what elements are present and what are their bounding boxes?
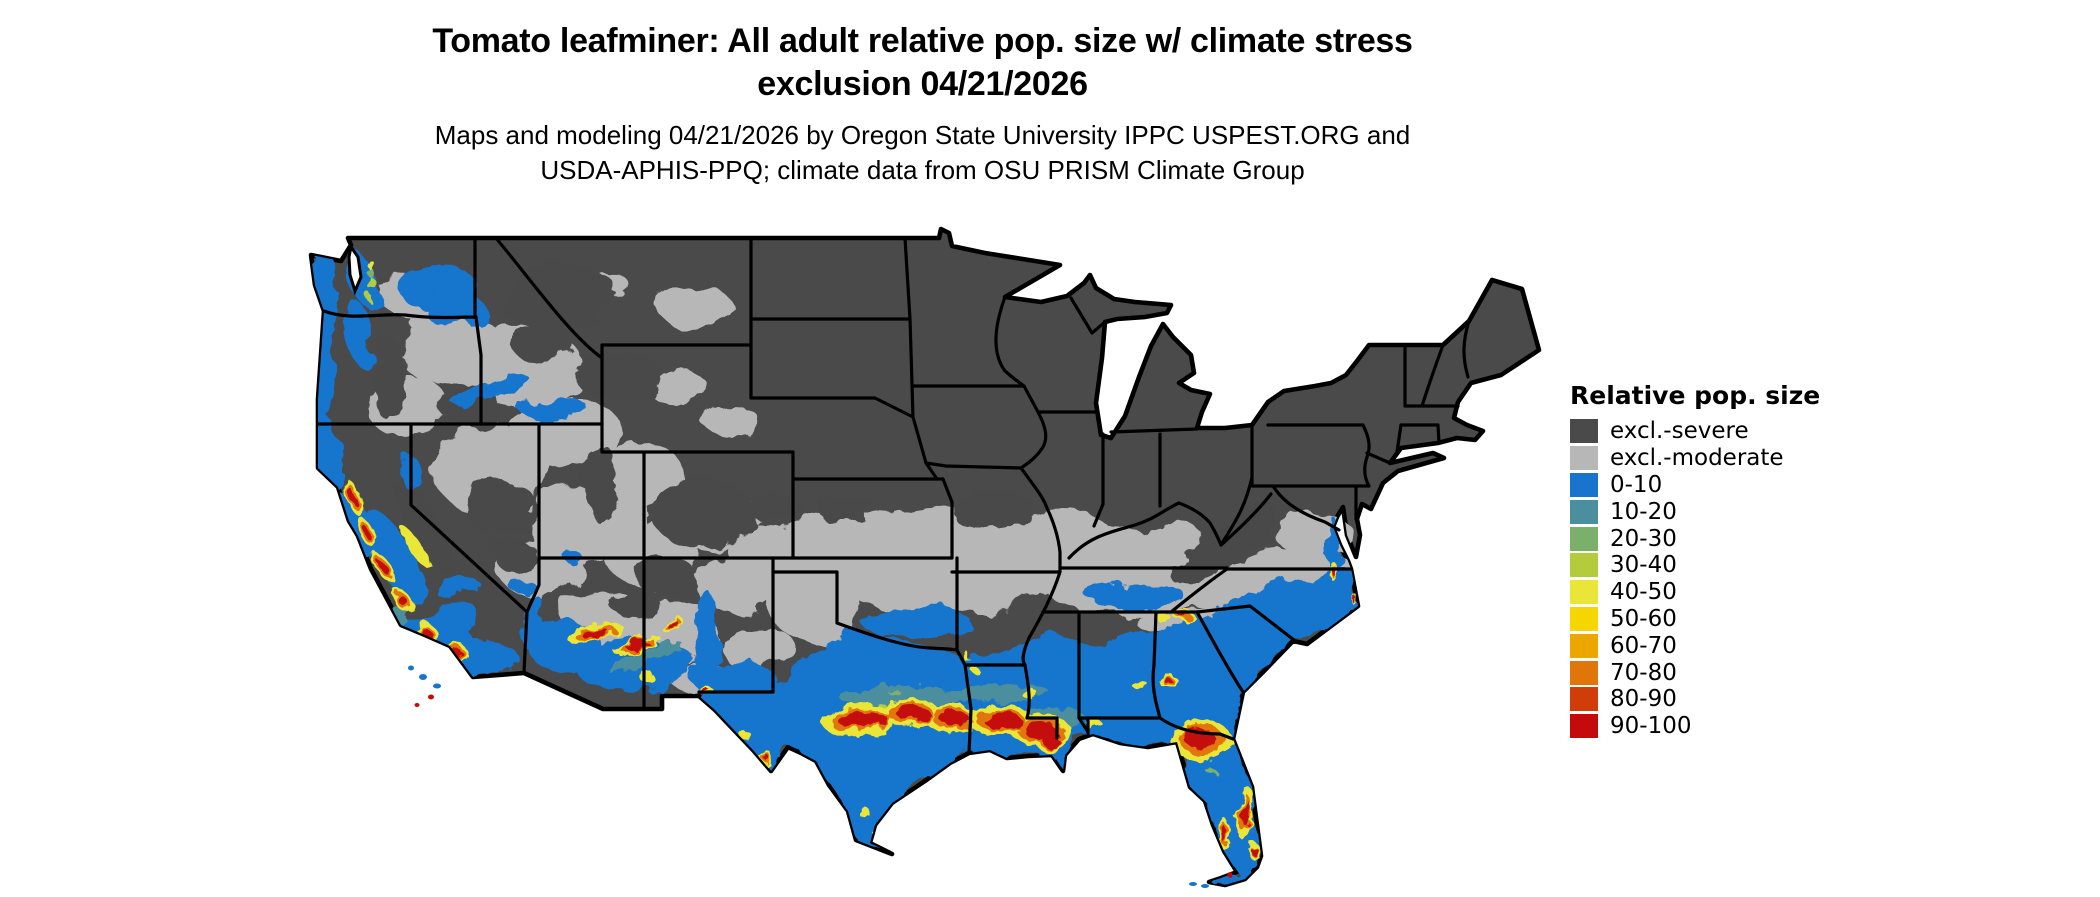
- layer-excl-severe-patches: [374, 264, 1281, 617]
- color-swatch-60-70: [1570, 633, 1598, 658]
- us-risk-map: [305, 225, 1550, 892]
- subtitle-block: Maps and modeling 04/21/2026 by Oregon S…: [0, 118, 1845, 188]
- color-swatch-40-50: [1570, 580, 1598, 605]
- map-canvas: [308, 226, 1542, 888]
- legend-row: excl.-moderate: [1570, 445, 1820, 472]
- layer-80-100: [348, 488, 1358, 857]
- subtitle-line-2: USDA-APHIS-PPQ; climate data from OSU PR…: [540, 155, 1305, 185]
- legend-row: 90-100: [1570, 713, 1820, 740]
- legend-row: 30-40: [1570, 552, 1820, 579]
- color-swatch-excl-moderate: [1570, 446, 1598, 471]
- puget-sound-water: [347, 243, 363, 296]
- legend-row: 20-30: [1570, 525, 1820, 552]
- color-swatch-70-80: [1570, 660, 1598, 685]
- legend-row: 10-20: [1570, 498, 1820, 525]
- color-swatch-excl-severe: [1570, 419, 1598, 444]
- raster-layers: [311, 250, 1359, 885]
- state-borders: [316, 236, 1471, 755]
- legend-row: 50-60: [1570, 606, 1820, 633]
- color-swatch-20-30: [1570, 526, 1598, 551]
- legend-label: 40-50: [1610, 579, 1677, 606]
- legend-label: excl.-moderate: [1610, 445, 1784, 472]
- color-swatch-90-100: [1570, 714, 1598, 739]
- color-swatch-80-90: [1570, 687, 1598, 712]
- legend-label: 20-30: [1610, 525, 1677, 552]
- legend-label: 90-100: [1610, 713, 1692, 740]
- legend-label: 80-90: [1610, 686, 1677, 713]
- legend-title: Relative pop. size: [1570, 381, 1821, 410]
- page-title-line-2: exclusion 04/21/2026: [757, 65, 1088, 103]
- offshore-islands: [408, 665, 1233, 888]
- legend-label: 30-40: [1610, 552, 1677, 579]
- color-swatch-50-60: [1570, 606, 1598, 631]
- legend-label: 60-70: [1610, 632, 1677, 659]
- legend-label: 10-20: [1610, 498, 1677, 525]
- legend-row: 70-80: [1570, 659, 1820, 686]
- legend-row: excl.-severe: [1570, 418, 1820, 445]
- color-swatch-0-10: [1570, 472, 1598, 497]
- color-swatch-10-20: [1570, 499, 1598, 524]
- legend-row: 40-50: [1570, 579, 1820, 606]
- legend-label: 0-10: [1610, 471, 1663, 498]
- legend-row: 80-90: [1570, 686, 1820, 713]
- page-title-line-1: Tomato leafminer: All adult relative pop…: [432, 22, 1413, 60]
- legend-label: excl.-severe: [1610, 418, 1749, 445]
- legend: Relative pop. size excl.-severe excl.-mo…: [1570, 382, 1820, 740]
- legend-label: 50-60: [1610, 605, 1677, 632]
- legend-row: 60-70: [1570, 632, 1820, 659]
- subtitle-line-1: Maps and modeling 04/21/2026 by Oregon S…: [434, 120, 1411, 150]
- legend-label: 70-80: [1610, 659, 1677, 686]
- title-block: Tomato leafminer: All adult relative pop…: [0, 20, 1845, 188]
- legend-row: 0-10: [1570, 472, 1820, 499]
- color-swatch-30-40: [1570, 553, 1598, 578]
